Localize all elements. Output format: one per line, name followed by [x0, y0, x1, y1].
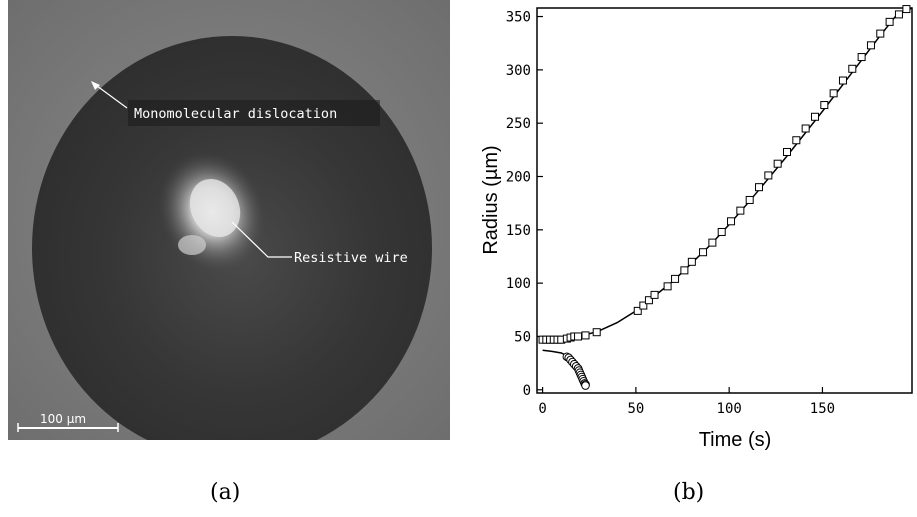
square-marker — [783, 147, 791, 156]
y-tick-label: 50 — [514, 329, 531, 345]
square-marker — [848, 64, 857, 73]
x-axis-ticks: 0 50 100 150 — [538, 387, 835, 417]
x-tick-label: 150 — [810, 401, 835, 417]
y-axis-label: Radius (µm) — [480, 145, 502, 254]
micrograph-panel: Monomolecular dislocation Resistive wire… — [8, 0, 450, 440]
square-marker — [687, 257, 696, 266]
x-tick-label: 100 — [717, 401, 742, 417]
square-marker — [876, 29, 885, 38]
fit-curves — [542, 7, 913, 385]
dislocation-label: Monomolecular dislocation — [134, 106, 337, 122]
y-tick-label: 300 — [506, 63, 531, 79]
square-marker — [650, 290, 659, 299]
square-marker — [633, 306, 642, 315]
y-tick-label: 150 — [506, 223, 531, 239]
square-marker — [792, 136, 801, 145]
y-axis-ticks: 0 50 100 150 200 250 300 350 — [506, 10, 543, 399]
square-marker — [581, 331, 590, 340]
caption-b: (b) — [673, 480, 705, 505]
square-marker — [773, 159, 782, 168]
dislocation-label-box — [128, 100, 380, 126]
wire-label: Resistive wire — [294, 250, 408, 266]
y-tick-label: 200 — [506, 170, 531, 186]
radius-chart: 0 50 100 150 200 250 300 350 0 50 100 150 Time (s)… — [480, 5, 913, 451]
square-marker — [866, 41, 875, 50]
square-marker — [838, 76, 847, 85]
wire-pointer — [231, 221, 292, 258]
square-marker — [829, 89, 838, 98]
square-marker — [764, 171, 773, 180]
square-marker — [708, 238, 717, 247]
square-marker — [736, 206, 745, 215]
square-marker — [680, 266, 689, 275]
square-marker — [902, 5, 911, 14]
square-marker — [699, 248, 708, 257]
plot-frame — [536, 7, 913, 394]
x-tick-label: 50 — [627, 401, 644, 417]
caption-a: (a) — [210, 480, 241, 505]
square-marker — [745, 195, 754, 204]
scale-bar — [17, 423, 119, 432]
square-marker — [885, 17, 894, 26]
circle-marker — [581, 381, 590, 390]
square-marker — [671, 274, 680, 283]
square-marker — [894, 10, 903, 19]
square-marker — [592, 328, 601, 337]
y-tick-label: 100 — [506, 276, 531, 292]
square-marker — [727, 217, 736, 226]
data-markers — [538, 5, 911, 390]
square-marker — [801, 124, 810, 133]
square-marker — [820, 101, 829, 110]
y-tick-label: 250 — [506, 116, 531, 132]
square-marker — [639, 301, 648, 310]
square-marker — [574, 332, 583, 341]
y-tick-label: 0 — [523, 383, 531, 399]
square-marker — [857, 53, 866, 62]
x-tick-label: 0 — [538, 401, 546, 417]
scale-bar-label: 100 µm — [40, 412, 86, 426]
x-axis-label: Time (s) — [699, 429, 772, 451]
square-marker — [810, 112, 819, 121]
dislocation-pointer — [91, 81, 128, 109]
fit-line — [542, 7, 913, 341]
resistive-wire — [158, 151, 266, 273]
square-marker — [755, 183, 764, 192]
square-marker — [644, 296, 653, 305]
y-tick-label: 350 — [506, 10, 531, 26]
square-marker — [663, 282, 672, 291]
square-marker — [717, 227, 726, 236]
